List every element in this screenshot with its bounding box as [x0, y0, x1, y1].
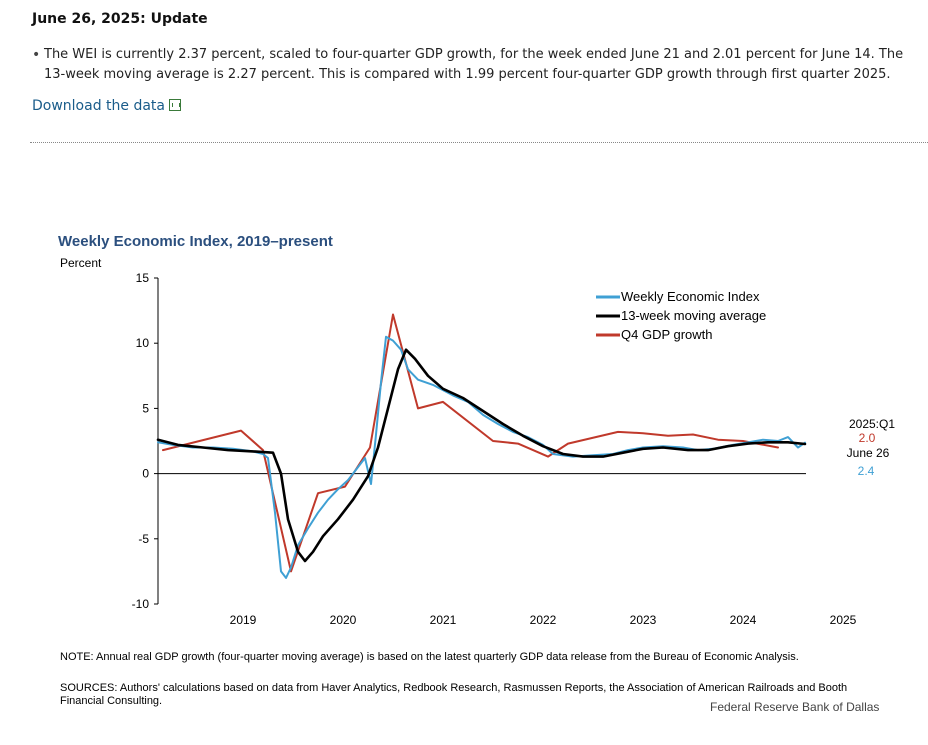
series-line-wei — [157, 335, 806, 579]
update-title: June 26, 2025: Update — [32, 11, 208, 27]
update-bullet: • The WEI is currently 2.37 percent, sca… — [32, 45, 914, 85]
legend-label-wei: Weekly Economic Index — [621, 289, 760, 304]
annotation-gdp-value: 2.0 — [859, 431, 876, 445]
x-tick-label: 2023 — [630, 613, 657, 627]
annotation-gdp-period: 2025:Q1 — [849, 417, 895, 431]
y-tick-label: 5 — [142, 401, 149, 415]
y-tick-label: 0 — [142, 467, 149, 481]
chart-sources: SOURCES: Authors' calculations based on … — [60, 682, 848, 707]
spreadsheet-icon[interactable] — [169, 99, 181, 111]
annotation-wei-value: 2.4 — [858, 464, 875, 478]
x-tick-label: 2025 — [830, 613, 857, 627]
y-tick-label: 10 — [136, 336, 150, 350]
y-axis-label: Percent — [60, 256, 102, 270]
section-divider — [30, 142, 928, 143]
x-tick-label: 2019 — [230, 613, 257, 627]
y-tick-label: -10 — [132, 597, 150, 611]
chart-legend: Weekly Economic Index 13-week moving aver… — [596, 289, 766, 342]
x-tick-label: 2024 — [730, 613, 757, 627]
chart-note: NOTE: Annual real GDP growth (four-quart… — [60, 651, 799, 663]
y-tick-label: 15 — [136, 271, 150, 285]
chart-credit: Federal Reserve Bank of Dallas — [710, 700, 880, 714]
download-data-link[interactable]: Download the data — [32, 98, 181, 114]
chart-axes: 15 10 5 0 -5 -10 2019 2020 2021 2022 2023 2024 2025 — [132, 271, 857, 627]
download-data-label[interactable]: Download the data — [32, 98, 165, 114]
chart-lines — [156, 313, 807, 579]
series-line-ma — [156, 348, 807, 563]
x-tick-label: 2021 — [430, 613, 457, 627]
legend-label-gdp: Q4 GDP growth — [621, 327, 713, 342]
series-line-gdp — [162, 313, 779, 573]
x-tick-label: 2020 — [330, 613, 357, 627]
update-bullet-text: The WEI is currently 2.37 percent, scale… — [44, 47, 904, 82]
bullet-dot-icon: • — [32, 47, 41, 63]
legend-label-ma: 13-week moving average — [621, 308, 766, 323]
y-tick-label: -5 — [138, 532, 149, 546]
x-tick-label: 2022 — [530, 613, 557, 627]
annotation-wei-date: June 26 — [847, 446, 890, 460]
chart-title: Weekly Economic Index, 2019–present — [58, 233, 333, 250]
